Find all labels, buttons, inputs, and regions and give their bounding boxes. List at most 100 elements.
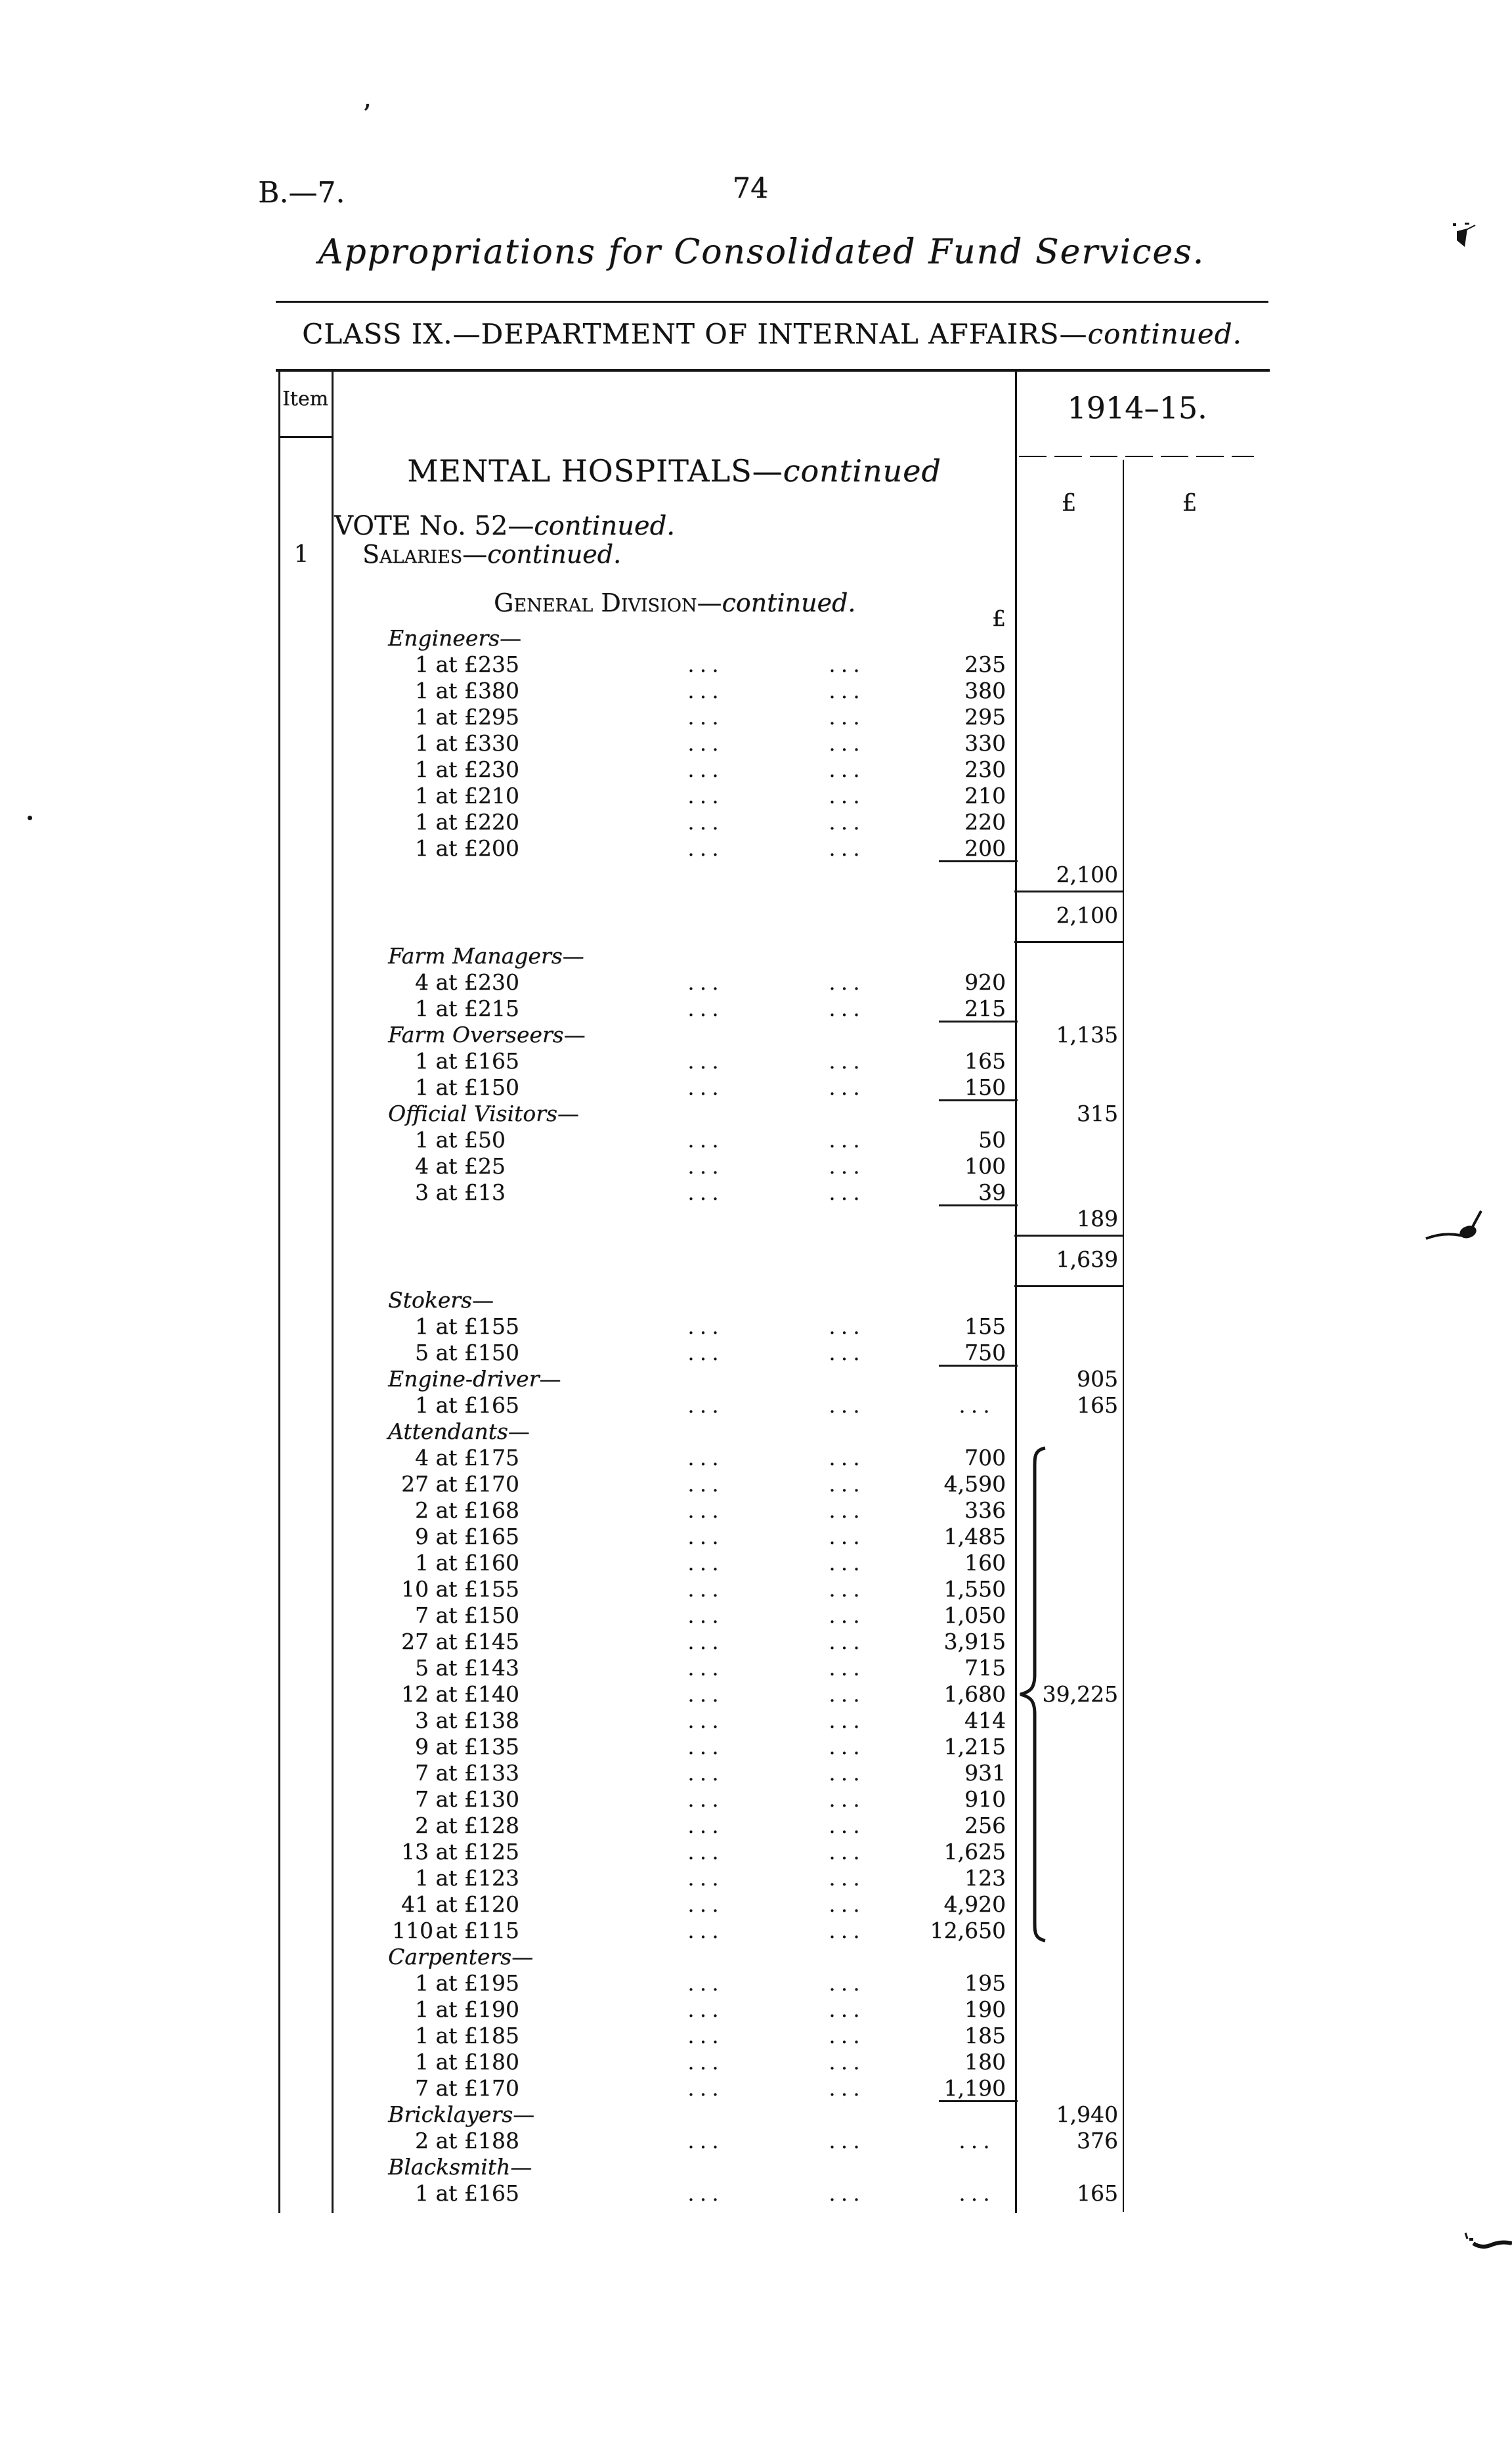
dot-leader: ...: [687, 809, 724, 835]
amount-value: 931: [964, 1760, 1006, 1786]
year-header-rule: [1019, 456, 1254, 457]
salary-total-row: 1,639: [279, 1232, 1259, 1287]
vote-heading: VOTE No. 52—continued.: [334, 511, 675, 541]
entry-count: 1: [415, 1048, 429, 1074]
dot-leader: ...: [687, 1179, 724, 1205]
ink-blot-top-right-mark: [1453, 223, 1476, 247]
entry-label: 1 at £180: [392, 2049, 519, 2075]
entry-count: 7: [415, 1760, 429, 1786]
subtotal-value: 189: [1077, 1206, 1118, 1231]
item-number: 1: [293, 541, 309, 568]
money-column-divider: [1015, 371, 1017, 2213]
entry-label: 1 at £230: [392, 757, 519, 783]
dot-leader: ...: [687, 1497, 724, 1523]
amount-value: 1,550: [943, 1576, 1006, 1602]
entry-count: 1: [415, 757, 429, 782]
entry-label: 1 at £235: [392, 651, 519, 678]
salary-entry-row: 10 at £155...... 1,550: [279, 1576, 1259, 1602]
stray-apostrophe-mark: ’: [362, 99, 372, 131]
entry-label: 1 at £165: [392, 2180, 519, 2207]
dot-leader: ...: [687, 1127, 724, 1153]
entry-label: 3 at £138: [392, 1707, 519, 1734]
document-reference: B.—7.: [258, 176, 345, 209]
year-column-header: 1914–15.: [1067, 390, 1207, 426]
salary-entry-row: 3 at £138...... 414: [279, 1707, 1259, 1734]
amount-value: 100: [964, 1153, 1006, 1179]
dot-leader: ...: [687, 2128, 724, 2153]
amount-value: 414: [964, 1707, 1006, 1733]
entry-label: 5 at £143: [392, 1655, 519, 1681]
salary-entry-row: 7 at £130...... 910: [279, 1786, 1259, 1813]
salary-entry-row: 1 at £195...... 195: [279, 1970, 1259, 1996]
amount-value: 165: [964, 1048, 1006, 1074]
salary-entry-row: 7 at £150...... 1,050: [279, 1602, 1259, 1629]
entry-label: 9 at £165: [392, 1524, 519, 1550]
entry-label: 1 at £165: [392, 1048, 519, 1074]
dot-leader: ...: [687, 783, 724, 808]
amount-value: 920: [964, 969, 1006, 995]
group-label: Official Visitors—: [388, 1101, 579, 1126]
amount-subtotal-rule: [939, 1099, 1018, 1101]
salary-entry-row: 9 at £135...... 1,215: [279, 1734, 1259, 1760]
group-label: Engine-driver—: [388, 1366, 561, 1392]
entry-label: 2 at £128: [392, 1813, 519, 1839]
amount-value: 150: [964, 1074, 1006, 1100]
dot-leader: ...: [687, 996, 724, 1021]
entry-count: 5: [415, 1655, 429, 1681]
dot-leader: ...: [687, 1313, 724, 1339]
dot-leader: ...: [687, 1996, 724, 2022]
entry-count: 1: [415, 1074, 429, 1100]
dot-leader: ...: [829, 678, 865, 703]
dot-leader: ...: [829, 2075, 865, 2101]
dot-leader: ...: [829, 1392, 865, 1418]
salary-entry-row: 1 at £190...... 190: [279, 1996, 1259, 2023]
entry-count: 2: [415, 2128, 429, 2153]
amount-value: 155: [964, 1313, 1006, 1339]
amount-value: 220: [964, 809, 1006, 835]
entry-label: 1 at £220: [392, 809, 519, 835]
section-heading-continued: continued: [783, 453, 941, 489]
entry-label: 27 at £145: [392, 1629, 519, 1655]
entry-count: 4: [415, 1153, 429, 1179]
entry-count: 1: [415, 1996, 429, 2022]
amount-subtotal-rule: [939, 860, 1018, 862]
salary-entry-row: 4 at £230...... 920: [279, 969, 1259, 996]
entry-label: 1 at £295: [392, 704, 519, 730]
subtotal-value: 1,135: [1056, 1022, 1118, 1047]
salary-entry-row: 41 at £120...... 4,920: [279, 1891, 1259, 1918]
amount-value: 1,050: [943, 1602, 1006, 1628]
salary-entry-row: 27 at £170...... 4,590: [279, 1471, 1259, 1497]
dot-leader: ...: [829, 1681, 865, 1707]
salary-entry-row: 1 at £200...... 200: [279, 835, 1259, 862]
dot-leader: ...: [687, 704, 724, 730]
entry-label: 2 at £188: [392, 2128, 519, 2154]
entry-label: 1 at £50: [392, 1127, 506, 1153]
amount-value: 750: [964, 1340, 1006, 1365]
salary-group-row: Farm Overseers— 1,135: [279, 1021, 1259, 1048]
dot-leader: ...: [829, 1179, 865, 1205]
amount-value: 215: [964, 996, 1006, 1021]
amount-column-pound-header: £: [992, 605, 1006, 631]
entry-count: 1: [415, 2180, 429, 2206]
salary-entry-row: 1 at £210...... 210: [279, 783, 1259, 809]
salary-entry-row: 1 at £295...... 295: [279, 704, 1259, 730]
amount-value: 235: [964, 651, 1006, 677]
amount-value: 4,920: [943, 1891, 1006, 1917]
table-top-rule: [276, 369, 1270, 372]
dot-leader: ...: [687, 2180, 724, 2206]
page-title: Appropriations for Consolidated Fund Ser…: [318, 232, 1205, 272]
salaries-heading-text: Salaries—: [362, 540, 488, 569]
ink-squiggle-right-mark: [1425, 1210, 1482, 1240]
dot-leader: ...: [687, 2023, 724, 2048]
amount-subtotal-rule: [939, 2100, 1018, 2102]
salary-entry-row: 1 at £215...... 215: [279, 996, 1259, 1022]
dot-leader: ...: [829, 1865, 865, 1891]
entry-label: 4 at £175: [392, 1445, 519, 1471]
dot-leader: ...: [829, 1576, 865, 1602]
amount-value: 160: [964, 1550, 1006, 1575]
dot-leader: ...: [829, 1550, 865, 1575]
attendants-brace: [1020, 1446, 1046, 1943]
title-rule: [276, 301, 1268, 303]
salary-group-row: Engine-driver— 905: [279, 1365, 1259, 1392]
amount-value: 4,590: [943, 1471, 1006, 1497]
